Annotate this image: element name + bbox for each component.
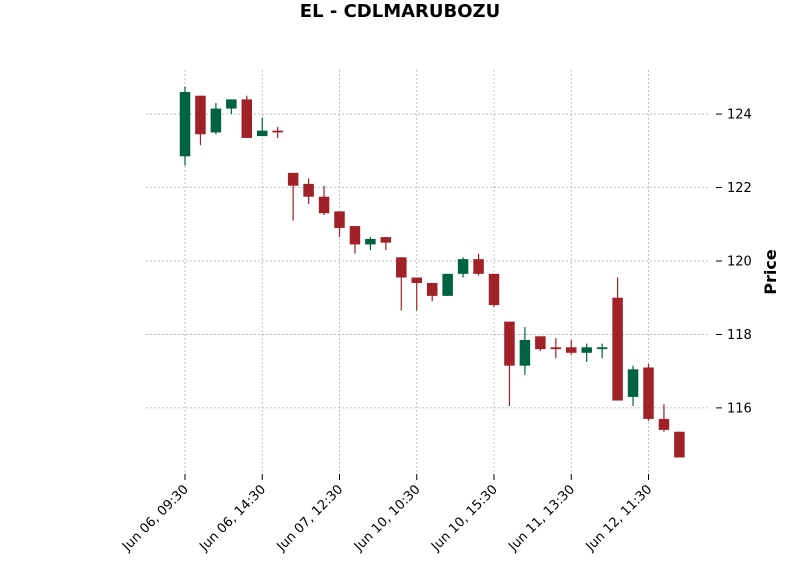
candle-body xyxy=(504,321,515,366)
candle xyxy=(457,257,469,278)
candle-body xyxy=(535,336,546,350)
y-tick-label: 122 xyxy=(727,181,752,196)
candle xyxy=(442,273,453,296)
candle-body xyxy=(380,237,392,243)
candle xyxy=(226,99,237,115)
candle xyxy=(303,178,314,205)
candle-body xyxy=(334,211,345,228)
candle-body xyxy=(627,369,639,397)
candle-body xyxy=(643,367,654,419)
candle xyxy=(241,95,253,138)
candle-body xyxy=(287,172,299,186)
candle xyxy=(396,257,407,311)
candle xyxy=(349,226,361,254)
candle xyxy=(596,343,608,359)
chart-title: EL - CDLMARUBOZU xyxy=(300,1,500,22)
candle xyxy=(658,404,670,432)
x-tick-label: Jun 06, 14:30 xyxy=(196,482,269,555)
candle xyxy=(581,343,592,362)
candle-body xyxy=(349,226,361,245)
candle xyxy=(627,365,639,407)
candle xyxy=(287,172,299,221)
candle xyxy=(210,103,222,135)
candle-body xyxy=(396,257,407,278)
candle-body xyxy=(179,92,191,157)
y-tick-label: 124 xyxy=(727,108,752,123)
axis-layer: 116 118 120 122 124 Jun 06, 09:30 Jun 06, 14:3… xyxy=(119,108,752,555)
candle-body xyxy=(426,283,438,296)
candle xyxy=(179,86,191,166)
candle-body xyxy=(318,196,330,214)
candle xyxy=(365,237,376,250)
candle xyxy=(257,117,268,137)
y-tick-label: 120 xyxy=(727,254,752,269)
candle xyxy=(272,126,283,138)
candle-body xyxy=(674,431,685,458)
candle-body xyxy=(257,130,268,137)
candle-body xyxy=(272,130,283,133)
candle xyxy=(488,273,500,307)
y-axis-label: Price xyxy=(761,249,780,295)
candle-body xyxy=(226,99,237,109)
candle-body xyxy=(442,273,453,296)
candle-body xyxy=(612,297,623,401)
candle-body xyxy=(519,339,531,366)
x-tick-label: Jun 11, 13:30 xyxy=(505,482,578,555)
candle-body xyxy=(596,347,608,350)
x-tick-label: Jun 07, 12:30 xyxy=(274,482,347,555)
candle xyxy=(318,185,330,216)
y-tick-label: 118 xyxy=(727,328,752,343)
candle-body xyxy=(210,108,222,133)
candle-body xyxy=(473,259,484,274)
candle-body xyxy=(581,347,592,353)
candle-body xyxy=(550,347,562,350)
y-tick-label: 116 xyxy=(727,401,752,416)
candle-body xyxy=(658,418,670,430)
candle-body xyxy=(303,183,314,197)
candle xyxy=(643,363,654,421)
candle-body xyxy=(457,259,469,274)
candle xyxy=(380,237,392,250)
x-tick-label: Jun 10, 10:30 xyxy=(351,482,424,555)
candle xyxy=(195,95,206,146)
candle xyxy=(334,211,345,238)
candle-body xyxy=(411,277,422,284)
candle xyxy=(550,338,562,359)
candle xyxy=(504,321,515,407)
candle xyxy=(674,431,685,458)
candle xyxy=(612,277,623,401)
candle xyxy=(519,327,531,375)
candle-body xyxy=(195,95,206,135)
candle-body xyxy=(365,238,376,245)
candle xyxy=(535,336,546,351)
candle xyxy=(411,277,422,311)
x-tick-label: Jun 10, 15:30 xyxy=(428,482,501,555)
candle-body xyxy=(488,273,500,306)
x-tick-label: Jun 06, 09:30 xyxy=(119,482,192,555)
candle xyxy=(473,253,484,276)
candle-layer xyxy=(179,86,685,458)
candle xyxy=(426,283,438,302)
candle xyxy=(566,339,577,355)
x-tick-label: Jun 12, 11:30 xyxy=(583,482,656,555)
grid-layer xyxy=(146,70,708,474)
candle-body xyxy=(241,99,253,138)
candle-body xyxy=(566,347,577,353)
